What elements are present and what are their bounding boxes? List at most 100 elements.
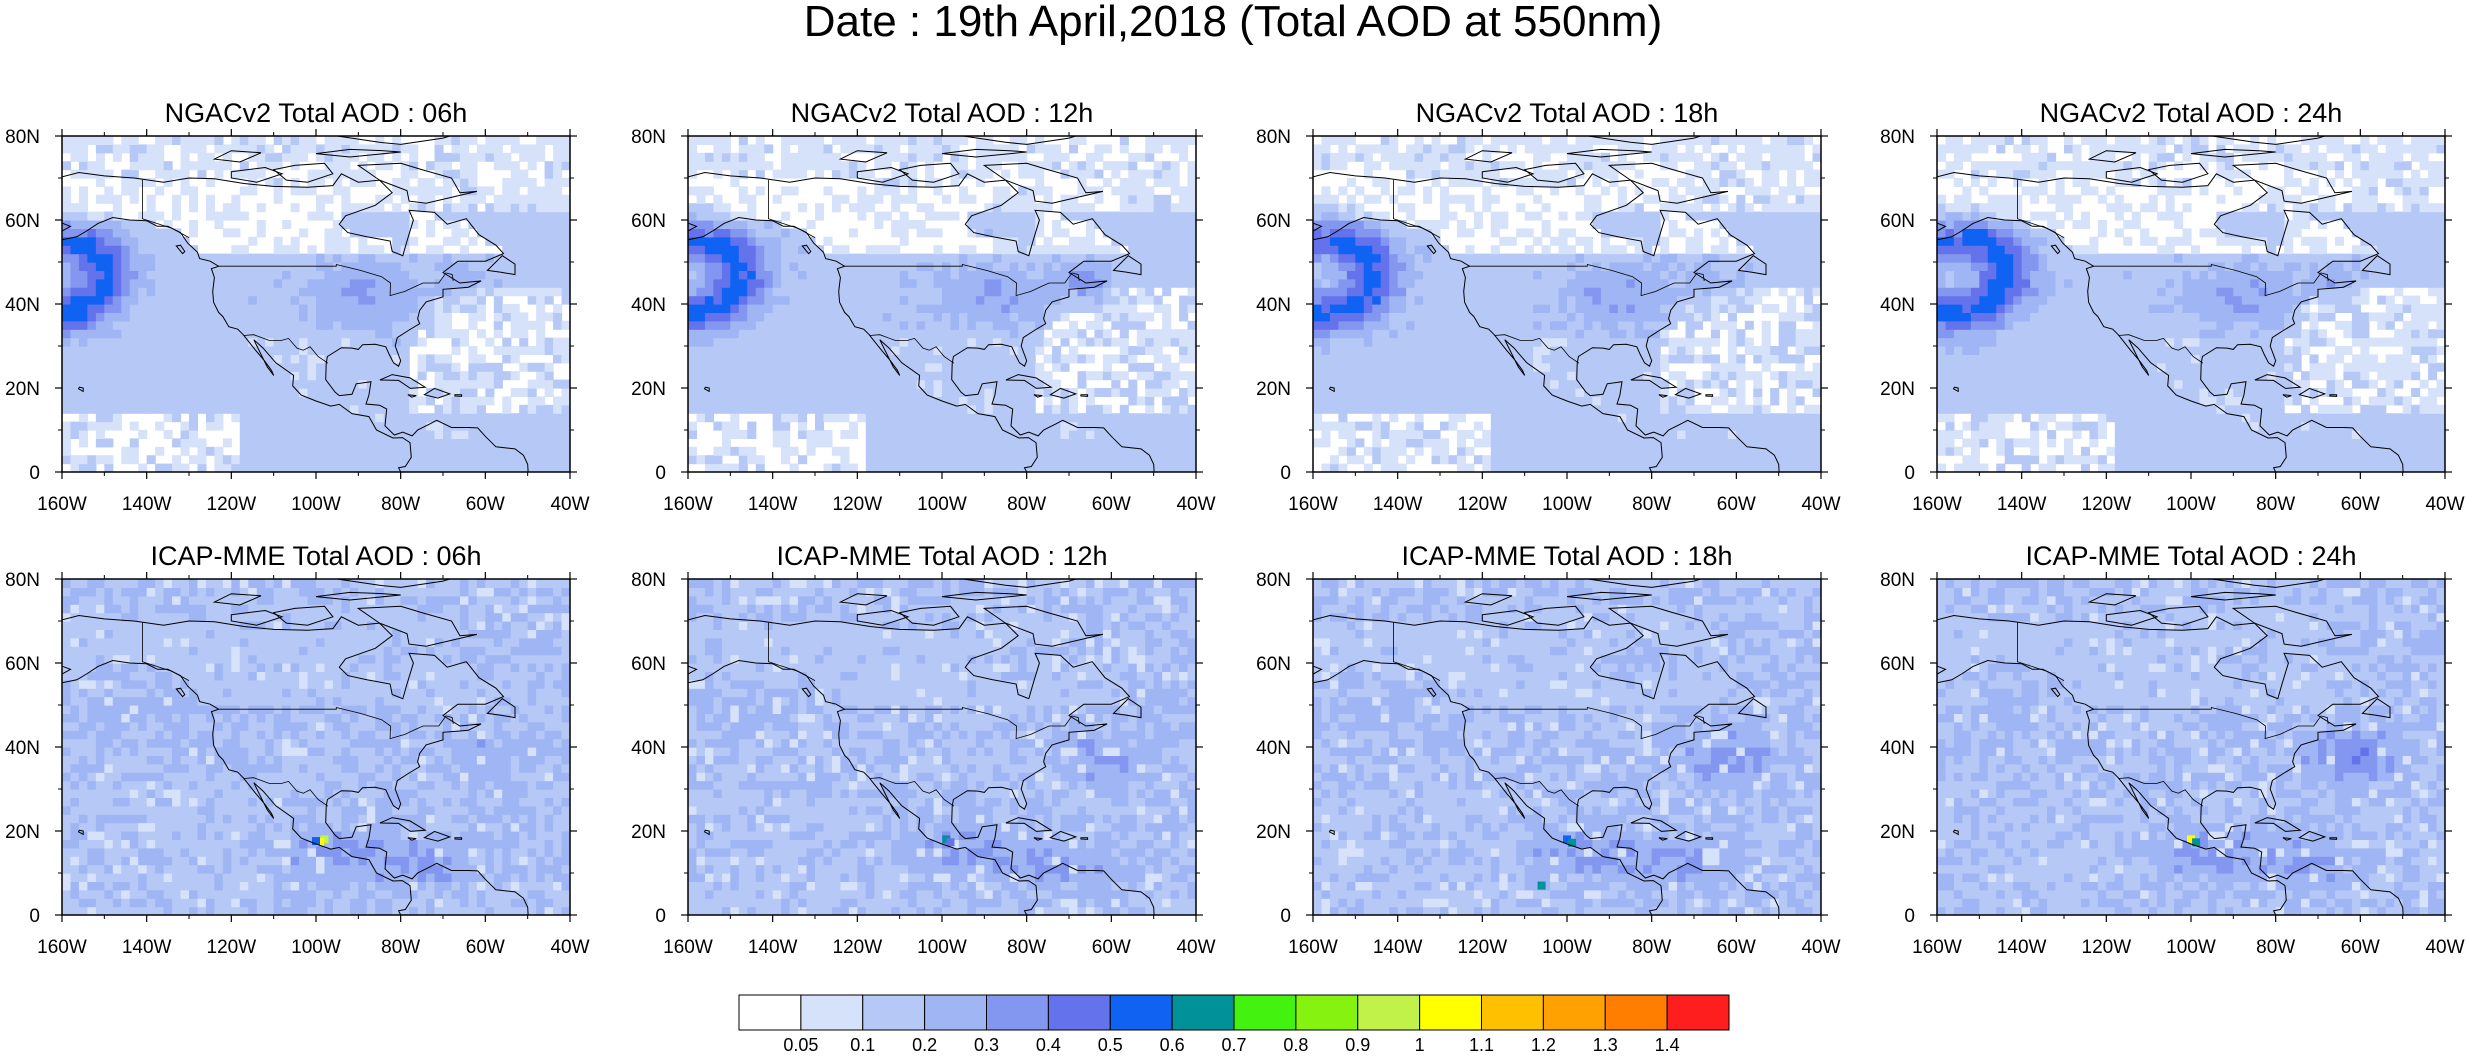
lat-tick-label: 0 [655, 906, 666, 927]
coastlines [1937, 579, 2404, 915]
colorbar-swatch [1666, 994, 1730, 1031]
map-panel-ngac-6h: NGACv2 Total AOD : 06h 80N 60N 40N 20N 0 160W 1… [5, 98, 589, 515]
colorbar-label: 0.6 [1160, 1035, 1185, 1055]
lat-tick-label: 80N [631, 127, 666, 148]
lon-tick-label: 140W [1997, 937, 2047, 958]
lon-tick-label: 40W [1801, 494, 1840, 515]
panel-title: ICAP-MME Total AOD : 24h [2025, 541, 2356, 571]
lat-tick-label: 40N [1880, 738, 1915, 759]
coastlines [62, 579, 529, 915]
lon-tick-label: 60W [466, 937, 505, 958]
lon-tick-label: 100W [917, 494, 967, 515]
panel-title: NGACv2 Total AOD : 06h [165, 98, 468, 128]
lat-tick-label: 60N [5, 654, 40, 675]
colorbar-swatch [1542, 994, 1606, 1031]
lat-tick-label: 0 [1904, 906, 1915, 927]
aod-hotspot [320, 835, 329, 844]
map-panel-ngac-18h: NGACv2 Total AOD : 18h 80N 60N 40N 20N 0 160W 1… [1256, 98, 1840, 515]
lat-tick-label: 60N [1880, 211, 1915, 232]
colorbar-label: 0.3 [974, 1035, 999, 1055]
map-panel-icap-18h: ICAP-MME Total AOD : 18h 80N 60N 40N 20N 0 160… [1256, 541, 1840, 958]
lon-tick-label: 100W [917, 937, 967, 958]
colorbar-label: 1 [1415, 1035, 1425, 1055]
map-panel-icap-6h: ICAP-MME Total AOD : 06h 80N 60N 40N 20N 0 160… [5, 541, 589, 958]
colorbar-label: 0.05 [783, 1035, 818, 1055]
colorbar-swatch [1604, 994, 1668, 1031]
lat-tick-label: 60N [631, 211, 666, 232]
lat-tick-label: 20N [1880, 379, 1915, 400]
colorbar-swatch [986, 994, 1049, 1031]
aod-field [62, 579, 570, 915]
lat-tick-label: 40N [1256, 738, 1291, 759]
figure-title: Date : 19th April,2018 (Total AOD at 550… [803, 0, 1663, 46]
lat-tick-label: 20N [5, 822, 40, 843]
lon-tick-label: 160W [663, 494, 713, 515]
colorbar-label: 0.7 [1221, 1035, 1246, 1055]
colorbar-label: 0.2 [912, 1035, 937, 1055]
panel-title: ICAP-MME Total AOD : 18h [1401, 541, 1732, 571]
map-panel-ngac-24h: NGACv2 Total AOD : 24h 80N 60N 40N 20N 0 160W 1… [1880, 98, 2464, 515]
lat-tick-label: 0 [1904, 463, 1915, 484]
lon-tick-label: 80W [1632, 494, 1671, 515]
lon-tick-label: 140W [1373, 937, 1423, 958]
lon-tick-label: 80W [2256, 494, 2295, 515]
panel-title: NGACv2 Total AOD : 12h [791, 98, 1094, 128]
panel-title: NGACv2 Total AOD : 24h [2040, 98, 2343, 128]
coastlines [1313, 136, 1780, 472]
lat-tick-label: 80N [631, 570, 666, 591]
coastlines [688, 579, 1155, 915]
colorbar-swatch [1295, 994, 1359, 1031]
lat-tick-label: 80N [5, 127, 40, 148]
lat-tick-label: 20N [1880, 822, 1915, 843]
lon-tick-label: 140W [1373, 494, 1423, 515]
panel-title: ICAP-MME Total AOD : 06h [150, 541, 481, 571]
colorbar-label: 0.5 [1098, 1035, 1123, 1055]
lon-tick-label: 120W [2082, 494, 2132, 515]
colorbar-label: 0.4 [1036, 1035, 1061, 1055]
lon-tick-label: 120W [1458, 937, 1508, 958]
lon-tick-label: 120W [207, 937, 257, 958]
lon-tick-label: 40W [1176, 937, 1215, 958]
colorbar-label: 0.1 [850, 1035, 875, 1055]
lat-tick-label: 60N [5, 211, 40, 232]
lat-tick-label: 20N [631, 822, 666, 843]
panel-title: ICAP-MME Total AOD : 12h [776, 541, 1107, 571]
aod-hotspot [2192, 838, 2201, 847]
lon-tick-label: 80W [381, 937, 420, 958]
lon-tick-label: 140W [1997, 494, 2047, 515]
aod-hotspot [946, 838, 955, 847]
lon-tick-label: 60W [1717, 494, 1756, 515]
colorbar-swatch [1481, 994, 1544, 1031]
colorbar-label: 0.9 [1345, 1035, 1370, 1055]
lat-tick-label: 0 [655, 463, 666, 484]
lon-tick-label: 120W [1458, 494, 1508, 515]
lon-tick-label: 40W [2425, 494, 2464, 515]
lat-tick-label: 20N [1256, 822, 1291, 843]
lon-tick-label: 100W [2166, 937, 2216, 958]
lon-tick-label: 60W [2341, 937, 2380, 958]
lon-tick-label: 60W [2341, 494, 2380, 515]
colorbar-label: 1.4 [1655, 1035, 1680, 1055]
colorbar-label: 1.2 [1531, 1035, 1556, 1055]
aod-hotspot [1568, 838, 1577, 847]
aod-hotspot [942, 835, 951, 844]
aod-field [62, 136, 570, 472]
lon-tick-label: 100W [1542, 494, 1592, 515]
lon-tick-label: 160W [1288, 494, 1338, 515]
aod-field [1313, 579, 1821, 915]
lon-tick-label: 40W [1176, 494, 1215, 515]
lat-tick-label: 60N [1256, 211, 1291, 232]
lon-tick-label: 40W [550, 494, 589, 515]
lon-tick-label: 100W [291, 937, 341, 958]
lon-tick-label: 100W [291, 494, 341, 515]
lat-tick-label: 40N [631, 738, 666, 759]
map-panel-ngac-12h: NGACv2 Total AOD : 12h 80N 60N 40N 20N 0 160W 1… [631, 98, 1215, 515]
lat-tick-label: 60N [631, 654, 666, 675]
lat-tick-label: 60N [1256, 654, 1291, 675]
colorbar-swatch [1109, 994, 1173, 1031]
lon-tick-label: 80W [381, 494, 420, 515]
lon-tick-label: 40W [1801, 937, 1840, 958]
aod-hotspot [1563, 835, 1571, 844]
lat-tick-label: 0 [29, 906, 40, 927]
